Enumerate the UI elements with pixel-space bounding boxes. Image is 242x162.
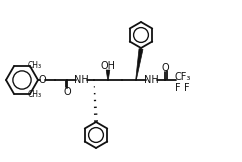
Text: CH₃: CH₃ bbox=[28, 90, 42, 99]
Text: O: O bbox=[63, 87, 71, 97]
Text: CF₃: CF₃ bbox=[175, 72, 191, 82]
Polygon shape bbox=[106, 70, 110, 80]
Text: CH₃: CH₃ bbox=[28, 61, 42, 70]
Text: O: O bbox=[161, 63, 169, 73]
Text: NH: NH bbox=[74, 75, 88, 85]
Text: F: F bbox=[175, 83, 181, 93]
Text: O: O bbox=[38, 75, 46, 85]
Text: NH: NH bbox=[144, 75, 158, 85]
Text: F: F bbox=[184, 83, 190, 93]
Polygon shape bbox=[136, 49, 143, 80]
Text: OH: OH bbox=[100, 61, 115, 71]
